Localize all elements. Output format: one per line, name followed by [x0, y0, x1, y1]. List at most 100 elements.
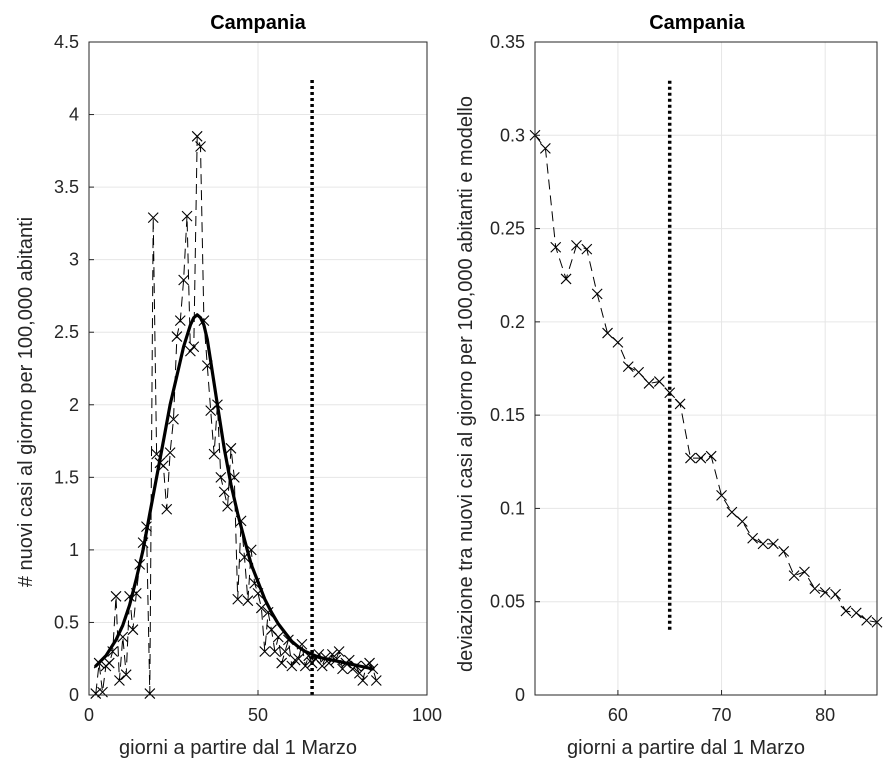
- right-data-point-marker: [840, 605, 852, 617]
- right-y-tick-label: 0: [515, 685, 525, 705]
- left-data-point-marker: [205, 405, 217, 416]
- left-data-point-marker: [114, 675, 125, 686]
- right-data-point-marker: [850, 607, 862, 619]
- left-data-point-marker: [120, 669, 132, 681]
- left-y-tick-label: 3.5: [54, 177, 79, 197]
- right-y-axis-label: deviazione tra nuovi casi al giorno per …: [455, 96, 477, 672]
- left-plot-area: [90, 78, 382, 699]
- right-data-point-marker: [685, 452, 696, 464]
- left-data-point-marker: [174, 315, 186, 327]
- left-data-point-marker: [370, 675, 382, 686]
- right-y-tick-label: 0.15: [490, 405, 525, 425]
- right-chart-title: Campania: [649, 12, 745, 34]
- left-data-point-marker: [232, 593, 244, 605]
- left-data-point-marker: [195, 141, 206, 152]
- left-x-tick-label: 50: [248, 705, 268, 725]
- left-data-point-marker: [188, 341, 200, 353]
- right-data-point-marker: [778, 545, 790, 557]
- right-y-tick-label: 0.35: [490, 32, 525, 52]
- left-chart-title: Campania: [210, 12, 306, 34]
- right-data-point-marker: [560, 273, 572, 285]
- left-data-point-marker: [337, 663, 348, 675]
- left-data-point-marker: [242, 595, 254, 607]
- right-data-point-marker: [809, 583, 821, 595]
- left-data-point-marker: [225, 442, 237, 454]
- right-plot-area: [529, 79, 883, 630]
- right-data-line: [534, 134, 878, 623]
- right-data-point-marker: [861, 614, 873, 626]
- left-data-point-marker: [222, 500, 233, 512]
- right-data-point-marker: [716, 489, 727, 501]
- left-data-point-marker: [279, 646, 291, 657]
- left-data-point-marker: [110, 590, 122, 602]
- left-data-point-marker: [103, 657, 115, 669]
- right-y-tick-label: 0.05: [490, 592, 525, 612]
- left-x-tick-label: 0: [84, 705, 94, 725]
- right-tick-labels: 60 70 80 0 0.05 0.1 0.15 0.2 0.25 0.3 0.35: [490, 32, 835, 725]
- left-data-point-marker: [178, 274, 190, 286]
- right-data-point-marker: [622, 361, 634, 373]
- right-y-tick-label: 0.3: [500, 125, 525, 145]
- right-data-point-marker: [747, 532, 759, 544]
- right-x-axis-label: giorni a partire dal 1 Marzo: [567, 737, 805, 759]
- right-data-point-marker: [591, 288, 603, 300]
- left-y-tick-label: 1.5: [54, 467, 79, 487]
- right-data-point-marker: [643, 378, 655, 389]
- left-y-axis-label: # nuovi casi al giorno per 100,000 abita…: [15, 217, 37, 587]
- left-data-point-marker: [215, 471, 227, 483]
- left-data-point-marker: [218, 486, 230, 498]
- right-axes-frame: [534, 41, 878, 696]
- right-y-tick-label: 0.1: [500, 498, 525, 518]
- left-data-point-marker: [181, 210, 193, 222]
- left-data-point-marker: [171, 331, 183, 342]
- left-y-tick-label: 0: [69, 685, 79, 705]
- left-data-point-marker: [333, 646, 345, 657]
- left-data-point-marker: [208, 448, 220, 460]
- right-data-point-marker: [736, 516, 748, 527]
- left-x-axis-label: giorni a partire dal 1 Marzo: [119, 737, 357, 759]
- left-data-point-marker: [272, 631, 284, 643]
- right-y-tick-label: 0.25: [490, 219, 525, 239]
- left-data-point-marker: [168, 413, 179, 425]
- left-tick-labels: 0 50 100 0 0.5 1 1.5 2 2.5 3 3.5 4 4.5: [54, 32, 442, 725]
- right-data-point-marker: [581, 243, 593, 255]
- right-data-point-marker: [539, 142, 551, 154]
- right-data-point-marker: [695, 452, 707, 464]
- left-data-point-marker: [289, 654, 301, 666]
- right-data-point-marker: [757, 538, 769, 550]
- left-data-point-marker: [269, 646, 281, 657]
- right-data-point-marker: [653, 376, 665, 387]
- left-data-point-marker: [147, 212, 159, 223]
- left-x-tick-label: 100: [412, 705, 442, 725]
- left-data-point-marker: [90, 688, 102, 699]
- right-data-point-marker: [612, 336, 624, 348]
- left-y-tick-label: 1: [69, 540, 79, 560]
- right-data-point-marker: [788, 570, 800, 581]
- left-data-point-marker: [299, 660, 311, 672]
- right-data-point-marker: [767, 538, 779, 550]
- left-data-point-marker: [357, 675, 369, 686]
- right-data-point-marker: [550, 241, 562, 253]
- right-x-tick-label: 70: [712, 705, 732, 725]
- left-data-point-marker: [276, 657, 288, 669]
- left-data-point-marker: [161, 503, 173, 515]
- left-y-tick-label: 4.5: [54, 32, 79, 52]
- left-data-point-marker: [326, 648, 338, 660]
- left-data-point-marker: [255, 602, 267, 614]
- right-data-point-marker: [705, 450, 717, 462]
- left-data-point-marker: [185, 345, 196, 357]
- left-data-point-marker: [127, 624, 139, 636]
- left-data-point-marker: [164, 447, 176, 459]
- right-data-point-marker: [633, 366, 645, 378]
- right-data-point-marker: [674, 398, 686, 410]
- left-y-tick-label: 0.5: [54, 612, 79, 632]
- left-y-tick-label: 2.5: [54, 322, 79, 342]
- left-y-tick-label: 4: [69, 105, 79, 125]
- left-data-point-marker: [191, 130, 203, 142]
- right-data-point-marker: [819, 586, 831, 598]
- left-y-tick-label: 2: [69, 395, 79, 415]
- left-data-point-marker: [316, 660, 328, 672]
- left-data-point-marker: [259, 646, 271, 657]
